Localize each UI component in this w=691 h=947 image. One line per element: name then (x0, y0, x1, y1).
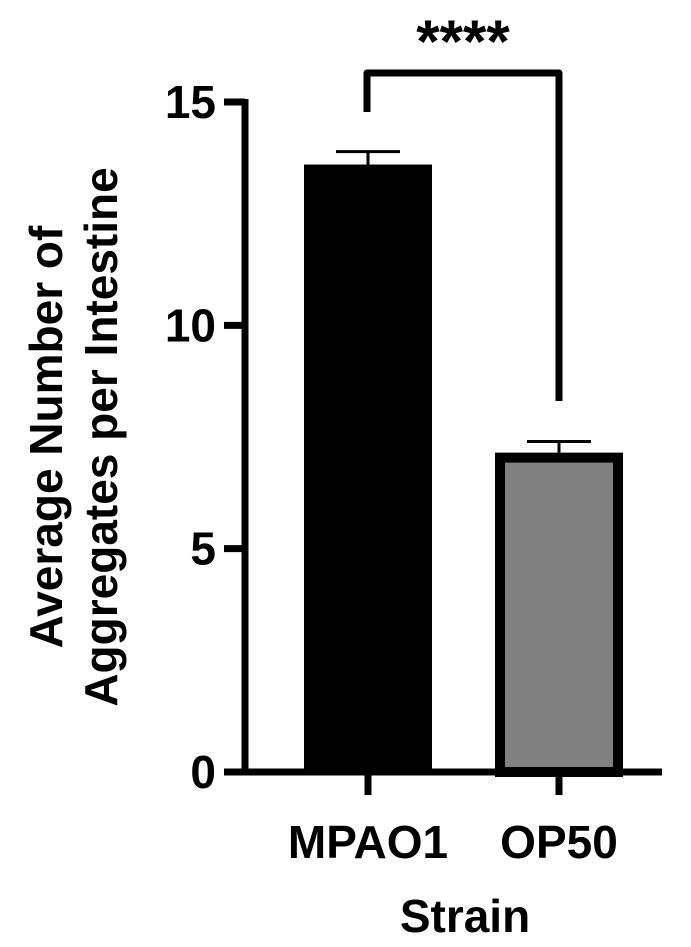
bar-MPAO1 (304, 164, 432, 773)
significance-label: **** (416, 8, 510, 75)
y-tick-label: 5 (190, 523, 216, 575)
x-tick-label: MPAO1 (288, 816, 448, 868)
significance-bracket (363, 69, 563, 401)
x-tick-label: OP50 (500, 816, 618, 868)
bar-OP50 (495, 452, 623, 777)
x-axis-label: Strain (400, 890, 530, 942)
y-tick-label: 10 (165, 299, 216, 351)
y-axis-label-line2: Aggregates per Intestine (75, 167, 127, 706)
y-tick-label: 15 (165, 76, 216, 128)
y-axis-label-line1: Average Number of (20, 225, 72, 648)
y-tick-label: 0 (190, 746, 216, 798)
